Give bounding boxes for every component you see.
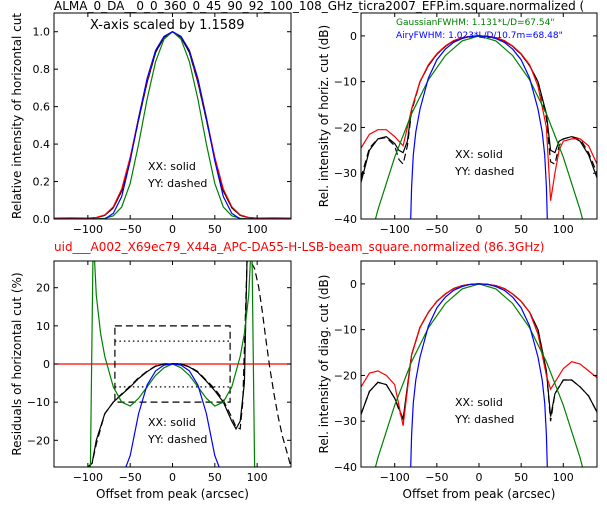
x-tick-label: −50 xyxy=(119,223,142,236)
series-line-3 xyxy=(54,30,291,219)
series-group xyxy=(54,30,291,219)
y-tick-label: −20 xyxy=(334,369,357,382)
x-tick-label: −50 xyxy=(425,471,448,484)
mid-title: uid___A002_X69ec79_X44a_APC-DA55-H-LSB-b… xyxy=(54,240,544,254)
y-tick-label: −20 xyxy=(334,121,357,134)
x-tick-label: 100 xyxy=(553,471,574,484)
y-tick-label: −10 xyxy=(334,324,357,337)
x-tick-label: 50 xyxy=(208,223,222,236)
top-title: ALMA_0_DA__0_0_360_0_45_90_92_100_108_GH… xyxy=(54,0,584,13)
series-line-4 xyxy=(410,283,548,467)
y-tick-label: 20 xyxy=(36,282,50,295)
panel-horizontal-linear: −100 −50 0 50 100 0.0 0.2 0.4 0.6 0.8 1.0 Relative … xyxy=(10,12,292,236)
y-tick-label: 0.0 xyxy=(33,213,51,226)
series-group xyxy=(361,35,597,219)
x-axis-label: Offset from peak (arcsec) xyxy=(403,487,556,501)
x-tick-label: −100 xyxy=(380,223,410,236)
series-line-1 xyxy=(114,325,231,403)
series-line-4 xyxy=(54,31,291,219)
y-axis-label: Residuals of horizontal cut (%) xyxy=(10,272,24,455)
y-tick-label: 10 xyxy=(36,320,50,333)
legend-text: YY: dashed xyxy=(147,433,207,446)
series-line-2 xyxy=(54,31,291,219)
axes-frame xyxy=(360,12,598,220)
x-tick-label: 100 xyxy=(553,223,574,236)
x-axis-label: Offset from peak (arcsec) xyxy=(96,487,249,501)
y-axis-label: Relative intensity of horizontal cut xyxy=(10,13,24,219)
y-tick-label: 1.0 xyxy=(33,26,51,39)
y-tick-label: 0.8 xyxy=(33,63,51,76)
x-tick-label: 50 xyxy=(208,471,222,484)
series-group xyxy=(54,261,291,467)
y-tick-label: 0 xyxy=(350,30,357,43)
x-tick-label: 50 xyxy=(514,471,528,484)
x-tick-label: −100 xyxy=(73,471,103,484)
gaussian-fwhm-label: GaussianFWHM: 1.131*L/D=67.54" xyxy=(396,18,554,28)
series-line-5 xyxy=(87,261,291,467)
legend-text: YY: dashed xyxy=(454,413,514,426)
y-tick-label: −30 xyxy=(334,167,357,180)
y-tick-label: 0.6 xyxy=(33,101,51,114)
x-tick-label: 100 xyxy=(247,223,268,236)
x-tick-label: −100 xyxy=(73,223,103,236)
x-tick-label: 0 xyxy=(476,471,483,484)
series-group xyxy=(361,283,597,467)
legend-text: XX: solid xyxy=(148,160,196,173)
y-tick-label: 0 xyxy=(43,358,50,371)
y-axis-label: Rel. intensity of horiz. cut (dB) xyxy=(317,25,331,207)
y-tick-label: −40 xyxy=(334,213,357,226)
legend-text: YY: dashed xyxy=(147,177,207,190)
series-line-4 xyxy=(410,35,548,219)
x-tick-label: −100 xyxy=(380,471,410,484)
y-tick-label: 0.4 xyxy=(33,138,51,151)
x-tick-label: 0 xyxy=(476,223,483,236)
x-tick-label: −50 xyxy=(119,471,142,484)
legend-text: XX: solid xyxy=(455,148,503,161)
legend-text: YY: dashed xyxy=(454,165,514,178)
airy-fwhm-label: AiryFWHM: 1.023*L/D/10.7m=68.48" xyxy=(396,31,563,41)
x-tick-label: 0 xyxy=(169,471,176,484)
axes-frame xyxy=(360,260,598,468)
y-tick-label: −10 xyxy=(27,396,50,409)
series-line-7 xyxy=(125,363,220,467)
scale-note: X-axis scaled by 1.1589 xyxy=(90,18,245,33)
y-tick-label: −20 xyxy=(27,434,50,447)
x-tick-label: 100 xyxy=(247,471,268,484)
y-tick-label: 0 xyxy=(350,278,357,291)
y-tick-label: −10 xyxy=(334,76,357,89)
series-line-1 xyxy=(54,30,291,219)
y-tick-label: −40 xyxy=(334,461,357,474)
y-tick-label: −30 xyxy=(334,415,357,428)
x-tick-label: 50 xyxy=(514,223,528,236)
legend-text: XX: solid xyxy=(455,396,503,409)
series-line-0 xyxy=(54,30,291,219)
x-tick-label: −50 xyxy=(425,223,448,236)
legend-text: XX: solid xyxy=(148,416,196,429)
x-tick-label: 0 xyxy=(169,223,176,236)
y-axis-label: Rel. intensity of diag. cut (dB) xyxy=(317,275,331,454)
y-tick-label: 0.2 xyxy=(33,176,51,189)
